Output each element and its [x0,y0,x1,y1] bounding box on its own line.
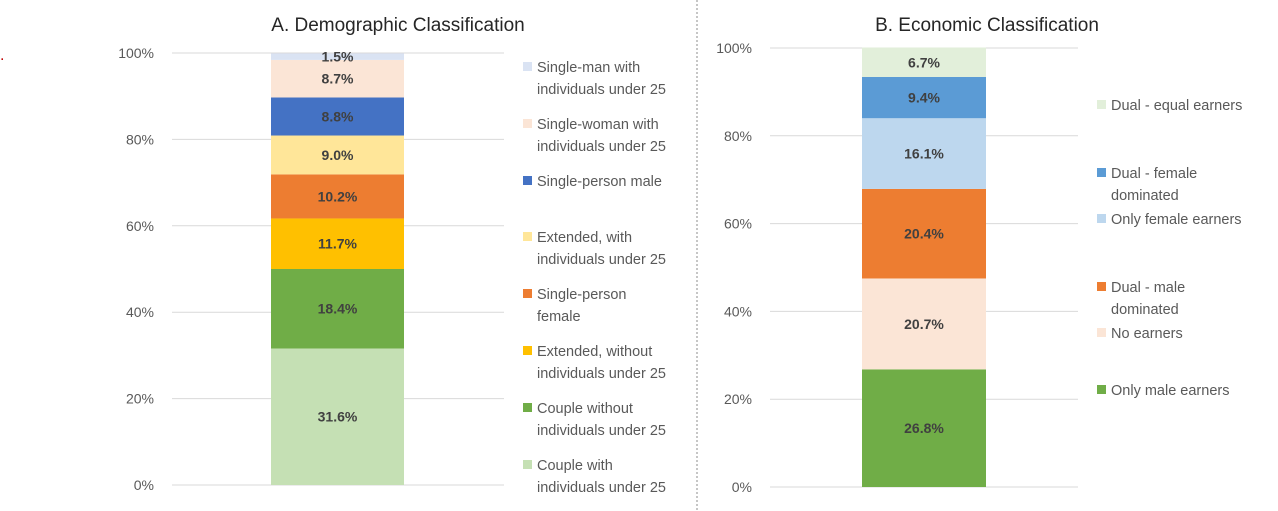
y-tick-label: 0% [732,479,752,495]
legend-swatch [523,403,532,412]
y-tick-label: 80% [724,128,752,144]
legend-swatch [1097,328,1106,337]
legend-entry: Dual - female [1111,166,1197,182]
legend-swatch [1097,168,1106,177]
data-label: 31.6% [318,409,358,425]
data-label: 16.1% [904,146,944,162]
bar-segment [271,348,404,485]
legend-entry: Only male earners [1111,383,1229,399]
bar-segment [862,278,986,370]
legend-swatch [1097,282,1106,291]
legend-entry: Single-person [537,287,626,303]
bar-segment [271,174,404,219]
bar-segment [862,47,986,77]
legend-entry: Single-person male [537,174,662,190]
data-label: 20.7% [904,316,944,332]
data-label: 9.4% [908,90,940,106]
legend-entry: Single-man with [537,60,640,76]
y-tick-label: 80% [126,131,154,147]
data-label: 10.2% [318,188,358,204]
bar-segment [862,188,986,279]
bar-segment [862,76,986,119]
legend-entry: Extended, without [537,344,652,360]
chart-panel-demographic: A. Demographic Classification 0% 20% 40% 60%… [118,15,666,496]
bar-segment [271,135,404,175]
legend-entry: Extended, with [537,230,632,246]
y-tick-label: 20% [724,391,752,407]
legend-entry: dominated [1111,188,1179,204]
bar-segment [271,53,404,60]
data-label: 6.7% [908,54,940,70]
chart-title: A. Demographic Classification [271,15,524,36]
y-tick-label: 60% [126,218,154,234]
legend-entry: individuals under 25 [537,366,666,382]
data-label: 1.5% [322,49,354,65]
chart-title: B. Economic Classification [875,15,1099,36]
legend-swatch [523,176,532,185]
y-tick-label: 40% [724,303,752,319]
y-tick-label: 0% [134,477,154,493]
data-label: 11.7% [318,236,357,252]
legend-entry: individuals under 25 [537,423,666,439]
data-label: 20.4% [904,226,944,242]
legend-swatch [523,62,532,71]
bar-segment [862,369,986,487]
legend-entry: individuals under 25 [537,139,666,155]
legend-swatch [1097,214,1106,223]
bar-segment [271,97,404,136]
y-tick-label: 60% [724,216,752,232]
bar-segment [862,118,986,189]
legend-entry: Couple without [537,401,633,417]
legend-swatch [523,460,532,469]
legend-swatch [523,289,532,298]
legend-entry: No earners [1111,326,1183,342]
bar-segment [271,269,404,349]
bar-segment [271,59,404,98]
bar-segment [271,218,404,269]
legend-entry: Dual - male [1111,280,1185,296]
legend-swatch [523,232,532,241]
page-marker: . [0,47,4,64]
legend-swatch [523,346,532,355]
data-label: 18.4% [318,301,358,317]
legend-entry: Dual - equal earners [1111,98,1242,114]
data-label: 8.7% [322,71,354,87]
legend-entry: individuals under 25 [537,82,666,98]
data-label: 9.0% [322,147,354,163]
y-tick-label: 100% [716,40,752,56]
y-tick-label: 20% [126,391,154,407]
legend-swatch [1097,385,1106,394]
legend-entry: dominated [1111,302,1179,318]
legend-entry: Couple with [537,458,613,474]
legend-swatch [1097,100,1106,109]
legend-entry: individuals under 25 [537,480,666,496]
data-label: 8.8% [322,109,354,125]
legend-swatch [523,119,532,128]
y-tick-label: 40% [126,304,154,320]
y-tick-label: 100% [118,45,154,61]
chart-panel-economic: B. Economic Classification 0% 20% 40% 60% 80%… [716,15,1242,495]
legend-entry: Only female earners [1111,212,1242,228]
legend-entry: individuals under 25 [537,252,666,268]
legend-entry: Single-woman with [537,117,659,133]
legend-entry: female [537,309,581,325]
data-label: 26.8% [904,420,944,436]
